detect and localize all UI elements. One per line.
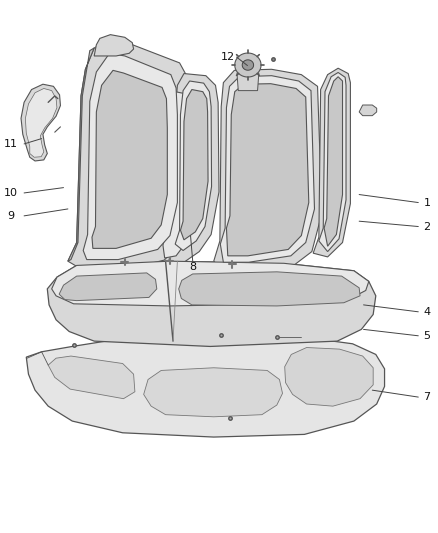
Text: 2: 2 [424, 222, 431, 231]
Polygon shape [237, 73, 259, 91]
Polygon shape [359, 105, 377, 116]
Polygon shape [25, 88, 57, 157]
Polygon shape [175, 81, 212, 251]
Text: 8: 8 [189, 262, 196, 271]
Polygon shape [52, 261, 369, 306]
Polygon shape [285, 348, 373, 406]
Polygon shape [313, 68, 350, 257]
Text: 12: 12 [221, 52, 235, 62]
Polygon shape [26, 335, 385, 437]
Text: 10: 10 [4, 188, 18, 198]
Polygon shape [94, 35, 134, 56]
Text: 4: 4 [424, 307, 431, 317]
Polygon shape [157, 85, 193, 266]
Polygon shape [68, 40, 189, 270]
Polygon shape [83, 53, 177, 260]
Polygon shape [92, 70, 167, 248]
Text: 9: 9 [7, 211, 14, 221]
Polygon shape [144, 368, 283, 417]
Polygon shape [59, 273, 157, 301]
Text: 7: 7 [424, 392, 431, 402]
Polygon shape [226, 84, 309, 256]
Polygon shape [169, 74, 219, 262]
Polygon shape [180, 90, 208, 240]
Polygon shape [21, 84, 60, 161]
Polygon shape [48, 356, 135, 399]
Text: 1: 1 [424, 198, 431, 207]
Polygon shape [179, 272, 360, 306]
Polygon shape [163, 92, 190, 258]
Polygon shape [68, 48, 94, 261]
Polygon shape [47, 261, 376, 346]
Polygon shape [319, 72, 346, 252]
Text: 11: 11 [4, 139, 18, 149]
Text: 5: 5 [424, 331, 431, 341]
Polygon shape [214, 69, 322, 271]
Polygon shape [220, 76, 314, 262]
Polygon shape [242, 60, 254, 70]
Polygon shape [235, 53, 261, 77]
Polygon shape [324, 77, 343, 246]
